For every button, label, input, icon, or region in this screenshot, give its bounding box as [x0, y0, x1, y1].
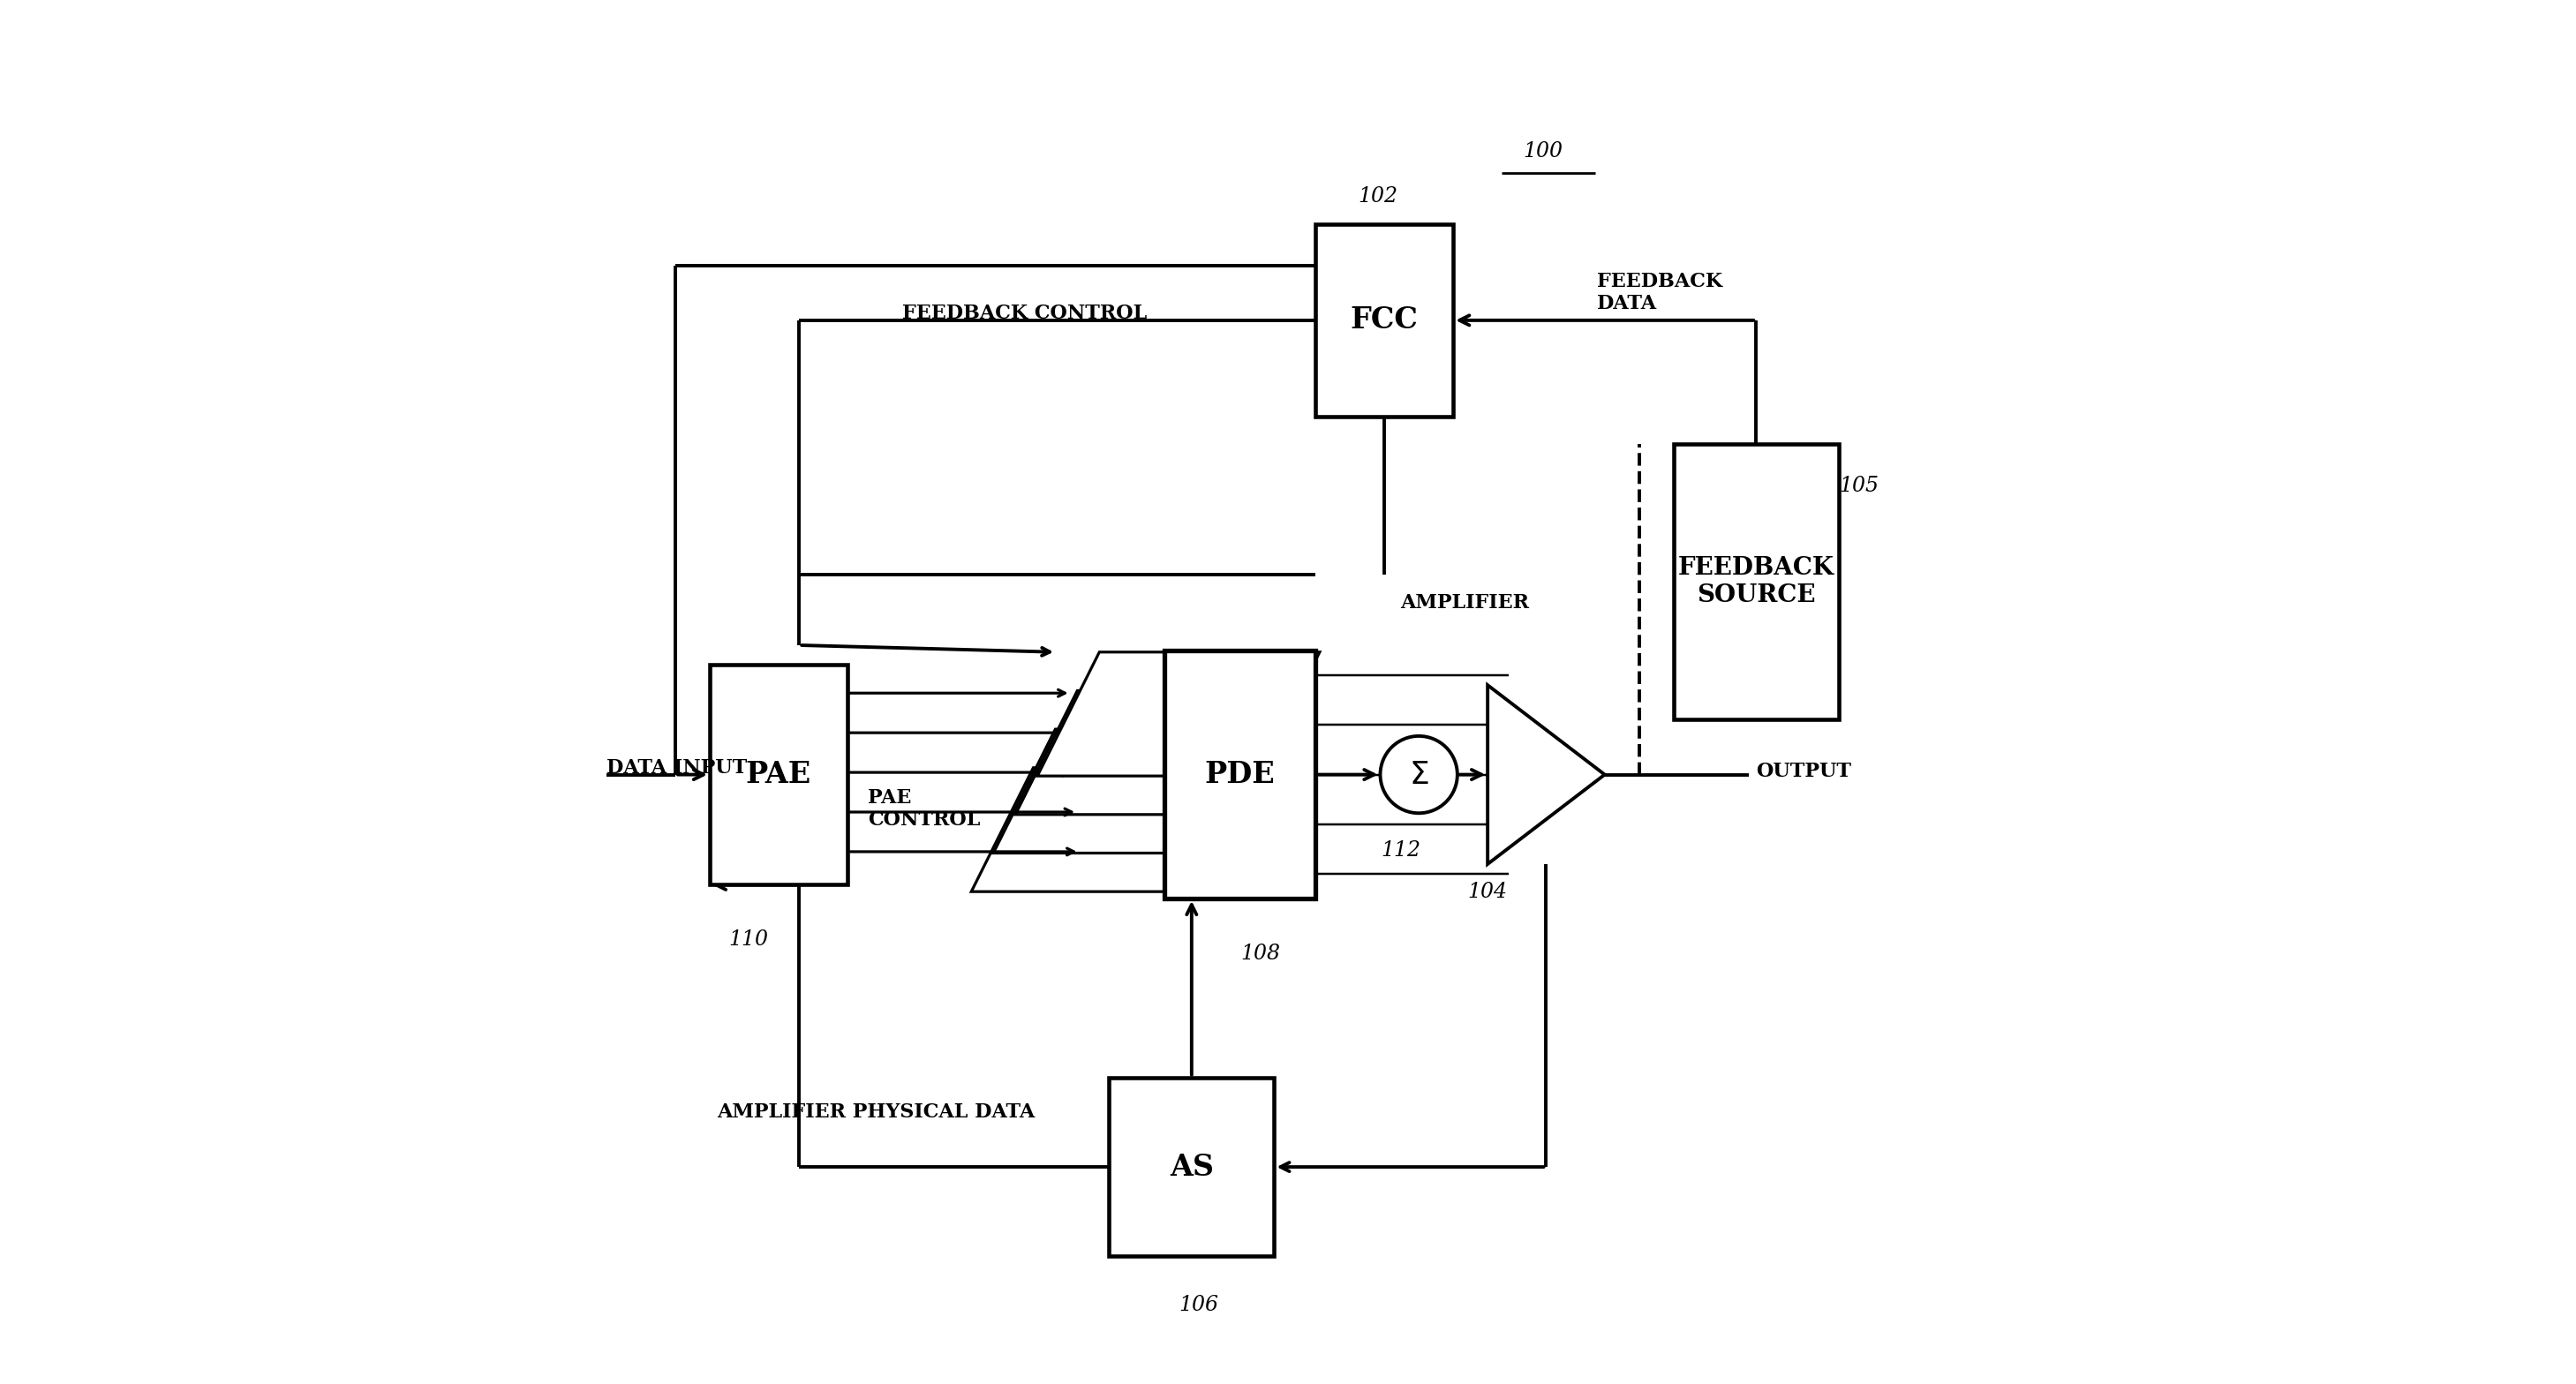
Bar — [1164, 650, 1316, 898]
Polygon shape — [1489, 685, 1605, 864]
Text: 105: 105 — [1839, 475, 1880, 495]
Text: AMPLIFIER: AMPLIFIER — [1399, 592, 1528, 612]
Text: FEEDBACK
DATA: FEEDBACK DATA — [1597, 271, 1723, 314]
Text: 112: 112 — [1381, 840, 1422, 861]
Text: 102: 102 — [1358, 187, 1396, 206]
Polygon shape — [1038, 652, 1319, 776]
Text: PAE
CONTROL: PAE CONTROL — [868, 787, 981, 830]
Text: AMPLIFIER PHYSICAL DATA: AMPLIFIER PHYSICAL DATA — [716, 1102, 1036, 1121]
Text: $\Sigma$: $\Sigma$ — [1409, 760, 1430, 790]
Text: AS: AS — [1170, 1153, 1213, 1182]
Text: DATA INPUT: DATA INPUT — [605, 758, 747, 778]
Text: FCC: FCC — [1350, 306, 1419, 335]
Text: 104: 104 — [1468, 882, 1507, 902]
Text: FEEDBACK CONTROL: FEEDBACK CONTROL — [902, 303, 1146, 322]
Bar — [1316, 224, 1453, 417]
Bar — [711, 664, 848, 884]
Polygon shape — [971, 768, 1255, 891]
Text: 110: 110 — [729, 930, 768, 949]
Circle shape — [1381, 736, 1458, 814]
Polygon shape — [1015, 691, 1298, 815]
Polygon shape — [994, 729, 1275, 853]
Text: FEEDBACK
SOURCE: FEEDBACK SOURCE — [1677, 556, 1834, 608]
Text: PAE: PAE — [747, 760, 811, 789]
Text: 108: 108 — [1242, 944, 1280, 963]
Text: 100: 100 — [1522, 141, 1564, 161]
Text: 106: 106 — [1180, 1294, 1218, 1315]
Bar — [1110, 1078, 1275, 1257]
Text: OUTPUT: OUTPUT — [1757, 763, 1852, 782]
Bar — [1674, 444, 1839, 720]
Text: PDE: PDE — [1206, 760, 1275, 789]
